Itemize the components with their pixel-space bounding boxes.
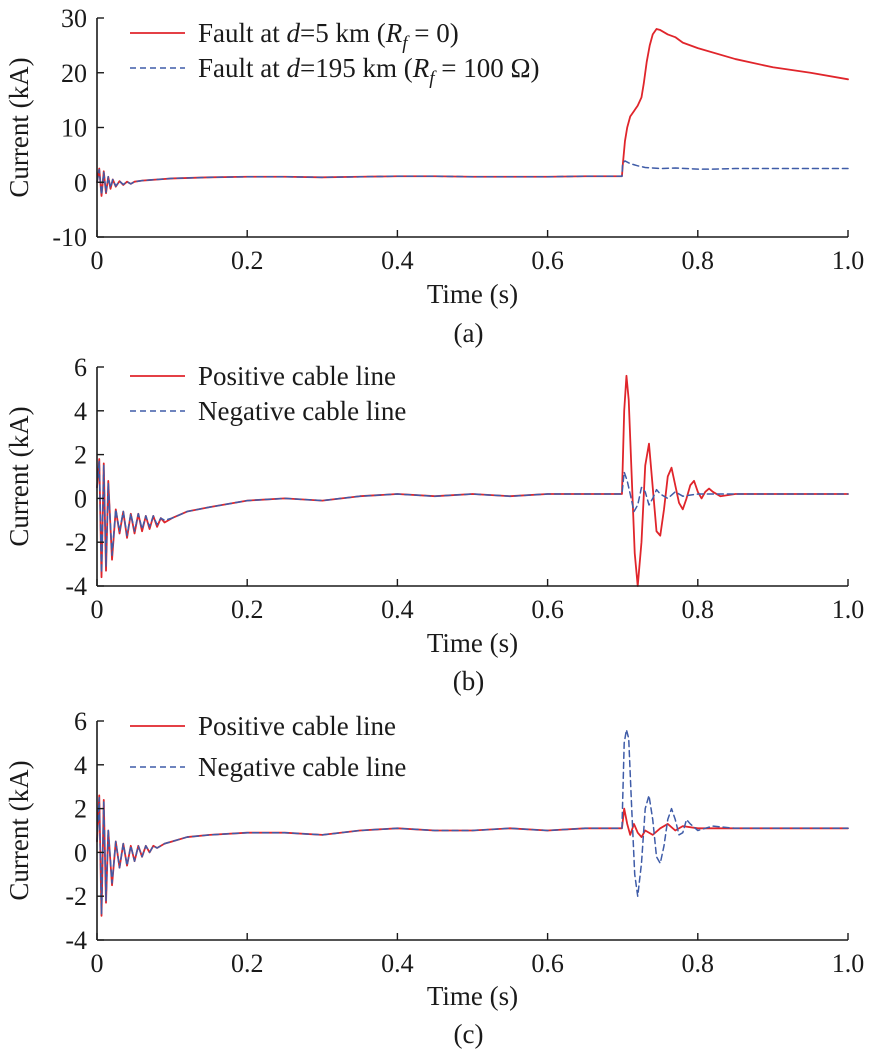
y-tick-label: 2 [74,441,87,470]
y-tick-label: -2 [65,528,87,557]
y-axis-label: Current (kA) [4,57,34,197]
x-axis-label: Time (s) [427,628,518,658]
x-tick-label: 0.8 [682,595,715,624]
chart-panel-b: 0 0.2 0.4 0.6 0.8 1.0 -4 -2 0 2 4 6 Time (s) Current … [4,353,864,696]
x-tick-label: 1.0 [832,246,865,275]
x-axis-label: Time (s) [427,981,518,1011]
x-tick-label: 1.0 [832,595,865,624]
x-tick-label: 0 [91,595,104,624]
x-axis-label: Time (s) [427,279,518,309]
y-axis-label: Current (kA) [4,760,34,900]
x-tick-label: 0.2 [231,949,264,978]
x-tick-label: 0.6 [531,246,564,275]
legend: Positive cable line Negative cable line [130,361,406,426]
series-line-2 [96,460,849,574]
y-tick-label: -4 [65,926,87,955]
x-tick-label: 0.8 [682,949,715,978]
y-tick-label: 30 [61,4,87,33]
x-tick-label: 0.6 [531,949,564,978]
panel-caption: (b) [453,666,484,696]
y-tick-label: 4 [74,397,87,426]
y-axis-label: Current (kA) [4,406,34,546]
legend-label: Negative cable line [198,752,406,782]
y-tick-label: -10 [52,223,87,252]
legend: Fault at d=5 km (Rf = 0)Fault at d=195 k… [130,18,540,89]
x-tick-label: 0.6 [531,595,564,624]
x-tick-label: 0 [91,246,104,275]
x-tick-label: 0.4 [381,246,414,275]
y-tick-label: 10 [61,114,87,143]
series-line-2 [96,160,849,196]
y-tick-label: 0 [74,838,87,867]
x-tick-label: 0.4 [381,595,414,624]
x-tick-label: 0 [91,949,104,978]
legend-label: Negative cable line [198,396,406,426]
x-tick-label: 0.8 [682,246,715,275]
y-tick-label: -4 [65,572,87,601]
legend-label: Fault at d=5 km (Rf = 0) [198,18,459,54]
y-tick-label: -2 [65,882,87,911]
series-line-2 [96,729,849,915]
legend-label: Positive cable line [198,361,396,391]
y-tick-label: 0 [74,484,87,513]
panel-caption: (a) [454,318,484,348]
x-tick-label: 0.4 [381,949,414,978]
legend: Positive cable line Negative cable line [130,711,406,782]
x-tick-label: 1.0 [832,949,865,978]
y-tick-label: 6 [74,707,87,736]
panel-caption: (c) [454,1019,484,1049]
y-tick-label: 4 [74,751,87,780]
chart-panel-c: 0 0.2 0.4 0.6 0.8 1.0 -4 -2 0 2 4 6 Time (s) Current … [4,707,864,1049]
legend-label: Positive cable line [198,711,396,741]
x-tick-label: 0.2 [231,595,264,624]
y-tick-label: 0 [74,168,87,197]
x-tick-label: 0.2 [231,246,264,275]
legend-label: Fault at d=195 km (Rf = 100 Ω) [198,53,540,89]
y-tick-label: 20 [61,59,87,88]
y-tick-label: 2 [74,795,87,824]
y-tick-label: 6 [74,353,87,382]
